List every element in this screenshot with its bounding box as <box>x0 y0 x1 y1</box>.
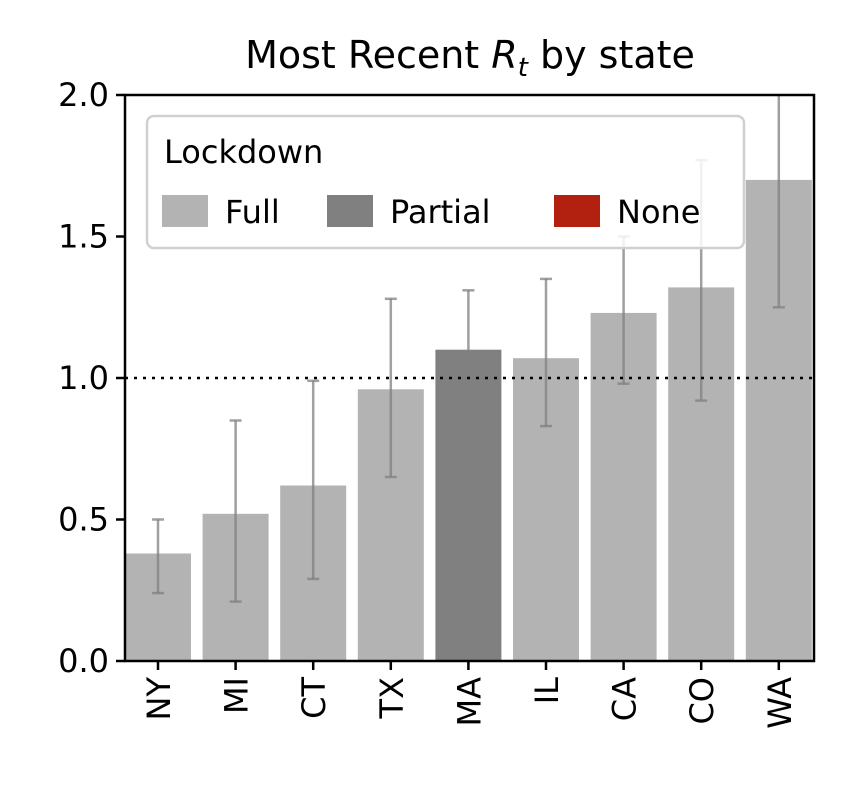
legend-label-full: Full <box>225 193 280 231</box>
y-tick-label-1.0: 1.0 <box>58 359 109 397</box>
x-tick-label-ca: CA <box>606 677 644 721</box>
y-tick-label-0.5: 0.5 <box>58 501 109 539</box>
x-tick-label-il: IL <box>528 677 566 704</box>
y-tick-label-2.0: 2.0 <box>58 76 109 114</box>
x-tick-label-co: CO <box>683 677 721 725</box>
error-bar-ny <box>152 518 164 595</box>
legend-entry-partial: Partial <box>327 193 491 231</box>
x-tick-label-ct: CT <box>295 677 333 719</box>
legend-entries: Full Partial None <box>162 193 700 231</box>
legend-entry-full: Full <box>162 193 280 231</box>
y-tick-label-0.0: 0.0 <box>58 642 109 680</box>
legend-entry-none: None <box>554 193 700 231</box>
x-tick-label-tx: TX <box>373 677 411 719</box>
error-bar-il <box>540 277 552 428</box>
chart-title-prefix: Most Recent <box>245 33 491 77</box>
error-bar-wa <box>772 95 785 309</box>
legend-swatch-partial <box>327 195 373 227</box>
chart-title-suffix: by state <box>528 33 695 77</box>
x-tick-label-wa: WA <box>761 677 799 729</box>
chart-title-subscript: t <box>518 53 529 83</box>
legend-swatch-full <box>162 195 208 227</box>
legend: Lockdown Full Partial None <box>145 114 746 250</box>
y-tick-label-1.5: 1.5 <box>58 218 109 256</box>
x-tick-label-mi: MI <box>218 677 256 714</box>
legend-label-partial: Partial <box>390 193 491 231</box>
chart-title-symbol: R <box>491 33 517 77</box>
bars-layer <box>125 179 812 661</box>
error-bar-ma <box>462 289 475 419</box>
legend-label-none: None <box>617 193 700 231</box>
error-bar-ct <box>307 379 320 581</box>
error-bar-mi <box>229 419 242 603</box>
y-axis: 0.0 0.5 1.0 1.5 2.0 <box>58 76 125 680</box>
error-bar-tx <box>384 297 397 479</box>
legend-swatch-none <box>554 195 600 227</box>
x-tick-label-ma: MA <box>450 677 488 727</box>
legend-title: Lockdown <box>164 133 323 171</box>
chart-title: Most Recent Rt by state <box>245 33 695 83</box>
x-axis: NY MI CT TX MA IL CA CO WA <box>140 661 799 729</box>
x-tick-label-ny: NY <box>140 677 178 721</box>
